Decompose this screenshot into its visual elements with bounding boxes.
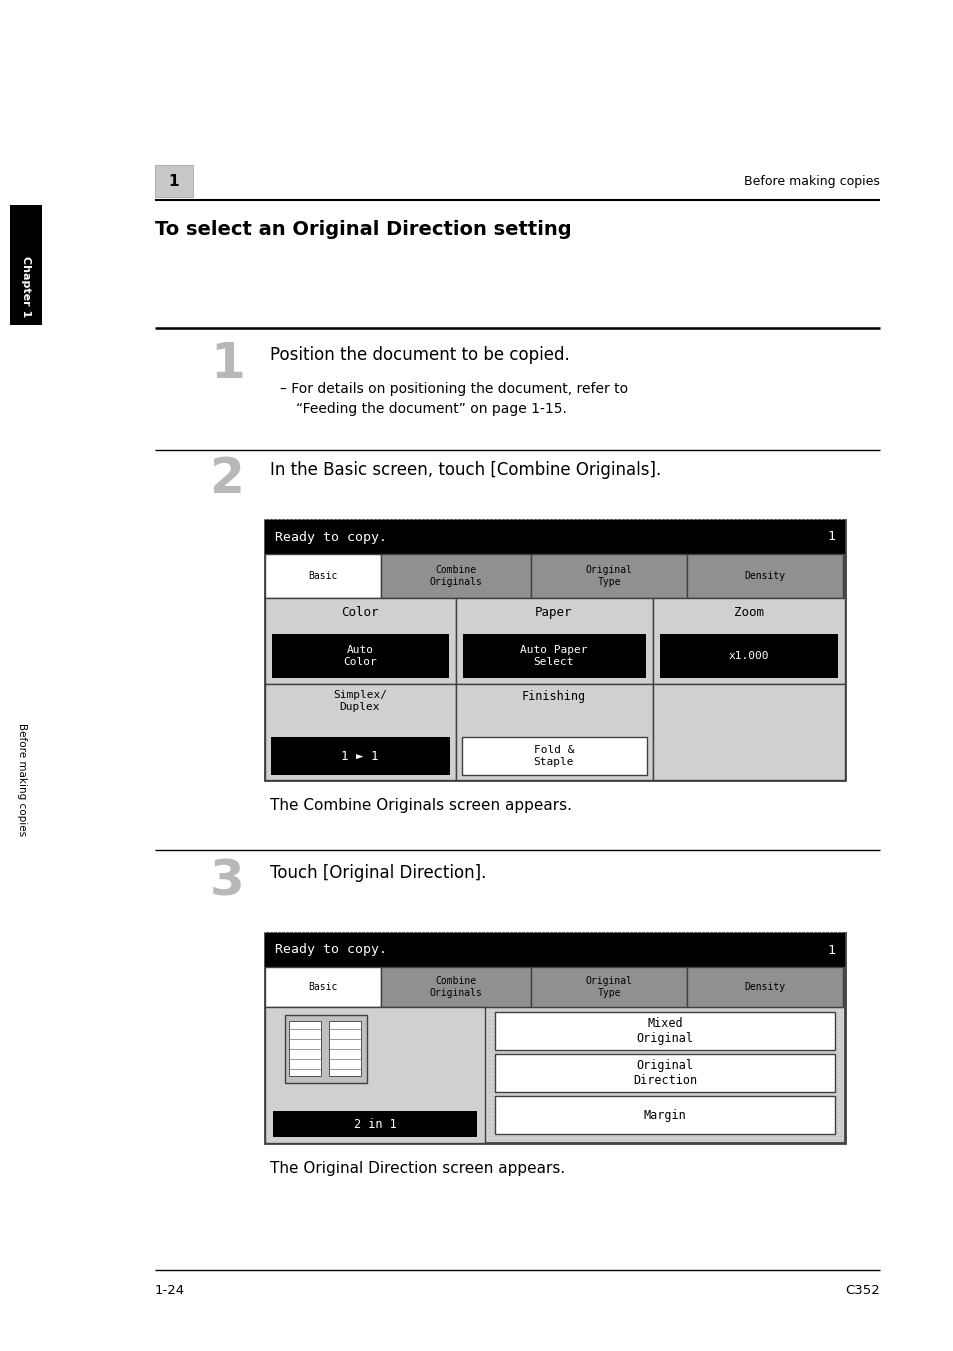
Text: Density: Density xyxy=(743,571,784,581)
Bar xyxy=(265,554,380,598)
Text: Touch [Original Direction].: Touch [Original Direction]. xyxy=(270,865,486,882)
Text: Paper: Paper xyxy=(535,607,572,619)
Text: Original
Type: Original Type xyxy=(585,565,632,586)
Text: 1: 1 xyxy=(169,173,179,189)
Text: Chapter 1: Chapter 1 xyxy=(21,255,30,317)
Bar xyxy=(456,684,652,780)
Bar xyxy=(265,684,456,780)
Text: 1: 1 xyxy=(210,340,245,388)
Text: x1.000: x1.000 xyxy=(728,651,768,661)
Bar xyxy=(495,1012,834,1050)
Bar xyxy=(272,634,449,678)
Bar xyxy=(456,598,652,684)
Bar xyxy=(329,1021,360,1075)
Text: Basic: Basic xyxy=(308,571,337,581)
Text: Finishing: Finishing xyxy=(521,690,585,703)
Text: Original
Direction: Original Direction xyxy=(632,1059,697,1088)
Bar xyxy=(686,554,842,598)
Text: Combine
Originals: Combine Originals xyxy=(429,977,482,998)
Text: Position the document to be copied.: Position the document to be copied. xyxy=(270,346,569,363)
Text: 1: 1 xyxy=(826,943,834,957)
Bar xyxy=(273,1111,476,1138)
Text: C352: C352 xyxy=(844,1283,879,1297)
Text: 3: 3 xyxy=(210,858,245,907)
Bar xyxy=(462,634,645,678)
Text: The Original Direction screen appears.: The Original Direction screen appears. xyxy=(270,1161,565,1175)
Text: Margin: Margin xyxy=(643,1109,685,1121)
Text: Auto
Color: Auto Color xyxy=(343,646,376,667)
Text: Before making copies: Before making copies xyxy=(17,723,27,836)
Bar xyxy=(495,1054,834,1092)
Text: Mixed
Original: Mixed Original xyxy=(636,1017,693,1046)
Bar xyxy=(652,684,844,780)
Bar xyxy=(380,554,531,598)
Bar xyxy=(285,1015,367,1084)
Text: In the Basic screen, touch [Combine Originals].: In the Basic screen, touch [Combine Orig… xyxy=(270,461,660,480)
Bar xyxy=(10,205,42,326)
Bar xyxy=(265,934,844,967)
Bar xyxy=(495,1096,834,1133)
Bar xyxy=(531,967,686,1006)
Text: 1: 1 xyxy=(826,531,834,543)
Bar xyxy=(461,738,646,775)
Text: Basic: Basic xyxy=(308,982,337,992)
Text: – For details on positioning the document, refer to: – For details on positioning the documen… xyxy=(280,382,627,396)
Text: “Feeding the document” on page 1-15.: “Feeding the document” on page 1-15. xyxy=(295,403,566,416)
Bar xyxy=(265,967,380,1006)
Text: Combine
Originals: Combine Originals xyxy=(429,565,482,586)
Text: 1-24: 1-24 xyxy=(154,1283,185,1297)
Bar xyxy=(380,967,531,1006)
Bar xyxy=(686,967,842,1006)
Text: The Combine Originals screen appears.: The Combine Originals screen appears. xyxy=(270,798,572,813)
Text: 2: 2 xyxy=(210,455,245,503)
Text: Ready to copy.: Ready to copy. xyxy=(274,531,387,543)
Text: Zoom: Zoom xyxy=(733,607,763,619)
Bar xyxy=(271,738,450,775)
Bar xyxy=(659,634,837,678)
Bar xyxy=(652,598,844,684)
Text: Fold &
Staple: Fold & Staple xyxy=(533,746,574,767)
Text: To select an Original Direction setting: To select an Original Direction setting xyxy=(154,220,571,239)
Bar xyxy=(289,1021,320,1075)
Text: Before making copies: Before making copies xyxy=(743,174,879,188)
Text: 1 ► 1: 1 ► 1 xyxy=(341,750,378,762)
Text: Density: Density xyxy=(743,982,784,992)
Text: Auto Paper
Select: Auto Paper Select xyxy=(519,646,587,667)
Bar xyxy=(265,934,844,1143)
Text: Color: Color xyxy=(341,607,378,619)
Bar xyxy=(154,165,193,197)
Text: 2 in 1: 2 in 1 xyxy=(354,1117,395,1131)
Bar xyxy=(265,520,844,554)
Bar xyxy=(531,554,686,598)
Text: Simplex/
Duplex: Simplex/ Duplex xyxy=(333,690,387,712)
Text: Original
Type: Original Type xyxy=(585,977,632,998)
Bar xyxy=(265,520,844,780)
Text: Ready to copy.: Ready to copy. xyxy=(274,943,387,957)
Bar xyxy=(265,598,456,684)
Bar xyxy=(265,1006,484,1143)
